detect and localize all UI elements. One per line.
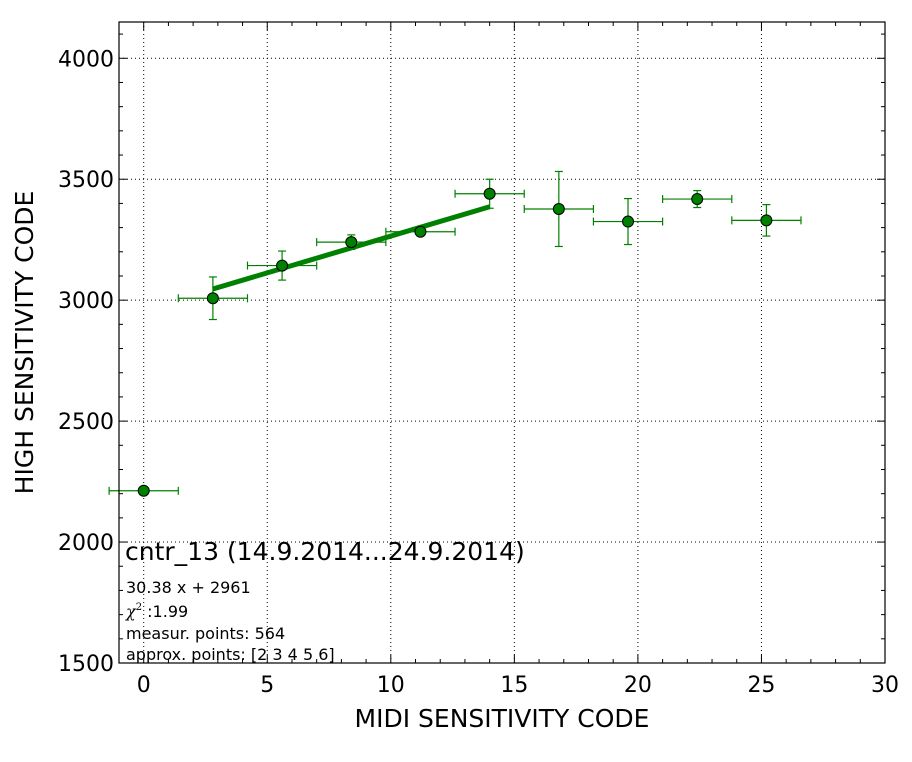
- data-point: [246, 250, 318, 281]
- x-tick-label: 10: [377, 673, 405, 698]
- chi-superscript: 2: [136, 602, 142, 613]
- grid: [119, 22, 885, 663]
- y-axis-label: HIGH SENSITIVITY CODE: [10, 191, 39, 495]
- point-marker: [206, 292, 219, 305]
- point-marker: [552, 202, 565, 215]
- annotation-chi-squared: χ2 :1.99: [125, 602, 188, 621]
- data-point: [523, 170, 595, 248]
- chi-value: :1.99: [142, 602, 188, 621]
- x-tick-label: 25: [747, 673, 775, 698]
- point-marker: [276, 259, 289, 272]
- point-marker: [414, 225, 427, 238]
- y-tick-label: 2000: [58, 531, 114, 556]
- y-tick-label: 3000: [58, 289, 114, 314]
- point-marker: [760, 214, 773, 227]
- data-point: [316, 234, 387, 250]
- chi-symbol: χ: [125, 602, 137, 621]
- tick-marks: [118, 22, 886, 664]
- data-points: [108, 170, 802, 497]
- y-tick-label: 2500: [58, 410, 114, 435]
- x-tick-label: 30: [871, 673, 899, 698]
- point-marker: [691, 193, 704, 206]
- point-marker: [345, 236, 358, 249]
- x-tick-label: 0: [137, 673, 151, 698]
- data-point: [385, 225, 456, 238]
- point-marker: [622, 215, 635, 228]
- data-point: [454, 178, 525, 209]
- annotation-equation: 30.38 x + 2961: [126, 578, 251, 597]
- data-point: [177, 276, 249, 321]
- point-marker: [483, 187, 496, 200]
- x-tick-label: 5: [260, 673, 274, 698]
- y-tick-label: 1500: [58, 652, 114, 677]
- annotation-approx-points: approx. points: [2 3 4 5 6]: [126, 645, 335, 664]
- x-tick-label: 20: [624, 673, 652, 698]
- annotation-title: cntr_13 (14.9.2014...24.9.2014): [125, 537, 525, 566]
- data-point: [662, 189, 733, 209]
- point-marker: [137, 484, 150, 497]
- y-tick-label: 4000: [58, 47, 114, 72]
- annotation-block: cntr_13 (14.9.2014...24.9.2014) 30.38 x …: [125, 537, 525, 664]
- data-point: [592, 197, 664, 246]
- plot-frame: [118, 21, 886, 664]
- annotation-measur-points: measur. points: 564: [126, 624, 285, 643]
- x-tick-label: 15: [500, 673, 528, 698]
- tick-labels: 0 5 10 15 20 25 30 1500 2000 2500 3000 3500 4000: [58, 47, 899, 698]
- y-tick-label: 3500: [58, 168, 114, 193]
- data-point: [731, 204, 802, 237]
- x-axis-label: MIDI SENSITIVITY CODE: [355, 704, 650, 733]
- data-point: [108, 484, 179, 497]
